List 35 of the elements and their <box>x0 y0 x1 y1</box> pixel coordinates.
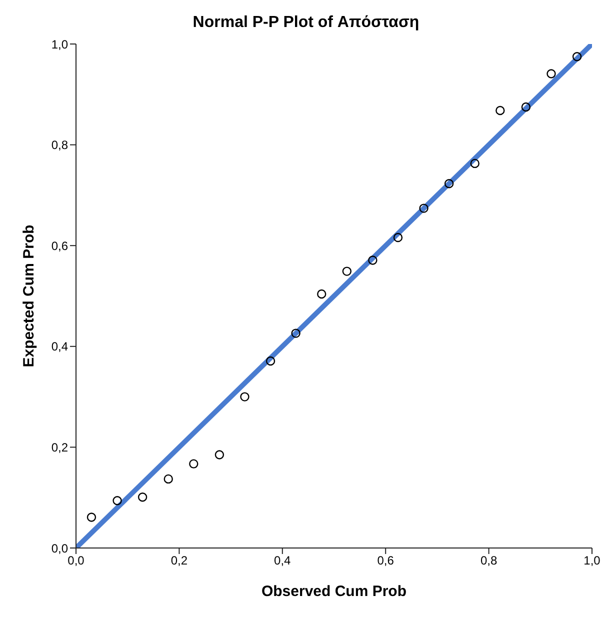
y-tick-label: 0,6 <box>51 238 68 253</box>
point <box>572 52 582 62</box>
point <box>317 289 326 299</box>
point <box>393 232 403 242</box>
y-tick-label: 0,8 <box>51 138 68 152</box>
point <box>419 204 428 213</box>
point <box>86 512 96 522</box>
point <box>266 356 276 366</box>
x-tick-label: 0,6 <box>377 554 394 568</box>
x-tick-label: 0,0 <box>68 554 85 568</box>
point <box>112 496 122 506</box>
x-axis-title: Observed Cum Prob <box>261 583 407 600</box>
point <box>444 179 454 188</box>
x-tick-label: 0,8 <box>480 554 498 568</box>
point <box>291 328 300 338</box>
point <box>164 474 173 484</box>
y-axis-title: Expected Cum Prob <box>20 224 38 368</box>
point <box>521 102 531 112</box>
x-tick-label: 0,4 <box>274 554 292 568</box>
point <box>342 266 352 276</box>
point <box>496 106 505 116</box>
point <box>240 392 250 402</box>
x-tick-label: 1,0 <box>584 554 601 568</box>
point <box>138 492 148 502</box>
point <box>214 450 224 460</box>
y-tick-label: 1,0 <box>51 37 68 52</box>
point <box>368 256 378 265</box>
y-tick-label: 0,4 <box>51 340 68 354</box>
point <box>546 69 556 78</box>
point <box>189 459 198 468</box>
chart-title: Normal P-P Plot of Απόσταση <box>192 14 420 32</box>
y-tick-label: 0,0 <box>51 541 68 556</box>
x-tick-label: 0,2 <box>170 554 188 568</box>
y-tick-label: 0,2 <box>51 440 68 454</box>
point <box>470 158 480 168</box>
